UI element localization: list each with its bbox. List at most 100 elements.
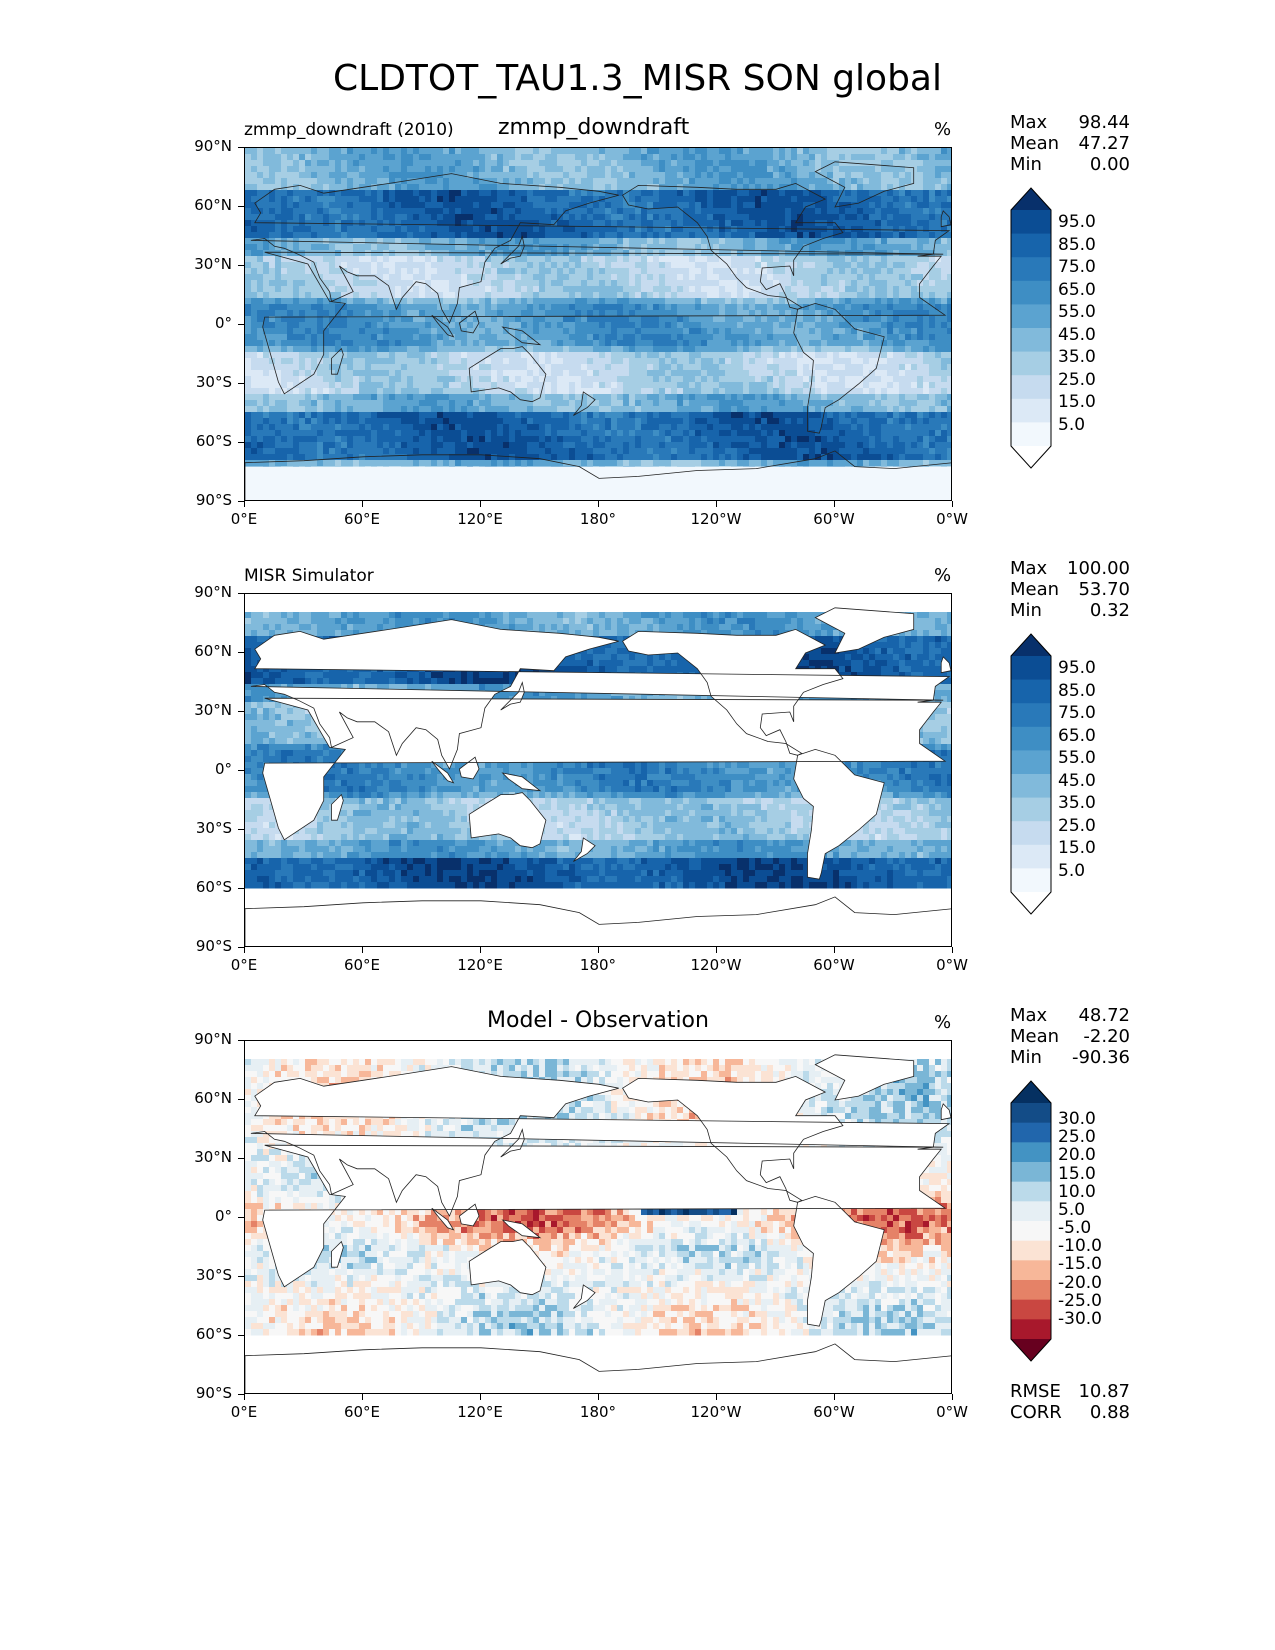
latitude-tick-label: 90°N	[194, 1030, 232, 1048]
stat-mean-key: Mean	[1010, 133, 1060, 154]
map-panel-1[interactable]	[244, 147, 952, 501]
colorbar-swatch	[1011, 1260, 1051, 1281]
tick-mark	[238, 711, 244, 712]
colorbar-swatch	[1011, 398, 1051, 423]
colorbar-swatch	[1011, 1162, 1051, 1183]
colorbar-swatch	[1011, 257, 1051, 282]
colorbar-tick-label: 10.0	[1058, 1181, 1096, 1202]
colorbar-swatch	[1011, 1201, 1051, 1222]
longitude-tick-label: 60°E	[343, 956, 381, 974]
tick-mark	[238, 947, 244, 948]
tick-mark	[362, 501, 363, 507]
tick-mark	[238, 1158, 244, 1159]
tick-mark	[238, 324, 244, 325]
colorbar-extend-bottom	[1011, 892, 1051, 914]
colorbar-swatch	[1011, 1280, 1051, 1301]
map-panel-3[interactable]	[244, 1040, 952, 1394]
colorbar-tick-label: 5.0	[1058, 414, 1086, 435]
colorbar-extend-top	[1011, 188, 1051, 210]
colorbar-tick-label: 15.0	[1058, 392, 1096, 413]
colorbar-tick-label: 30.0	[1058, 1109, 1096, 1130]
longitude-tick-label: 0°E	[230, 956, 258, 974]
longitude-tick-label: 180°	[579, 1403, 617, 1421]
longitude-tick-label: 180°	[579, 510, 617, 528]
colorbar-tick-label: 85.0	[1058, 680, 1096, 701]
colorbar-swatch	[1011, 1103, 1051, 1124]
longitude-tick-label: 60°E	[343, 510, 381, 528]
coastlines	[245, 1054, 951, 1393]
colorbar-1	[1010, 187, 1052, 469]
colorbar-extend-bottom	[1011, 1339, 1051, 1361]
map-panel-2[interactable]	[244, 593, 952, 947]
tick-mark	[238, 501, 244, 502]
tick-mark	[598, 501, 599, 507]
data-field	[245, 148, 951, 500]
colorbar-extend-top	[1011, 634, 1051, 656]
stat-corr-key: CORR	[1010, 1402, 1062, 1423]
stat-mean-key: Mean	[1010, 579, 1060, 600]
panel-left-label: zmmp_downdraft (2010)	[244, 120, 454, 140]
colorbar-tick-label: 15.0	[1058, 838, 1096, 859]
tick-mark	[362, 1394, 363, 1400]
colorbar-tick-label: 35.0	[1058, 347, 1096, 368]
tick-mark	[238, 383, 244, 384]
longitude-tick-label: 60°W	[813, 1403, 855, 1421]
tick-mark	[238, 829, 244, 830]
panel-center-label: Model - Observation	[487, 1008, 709, 1033]
tick-mark	[952, 501, 953, 507]
colorbar-swatch	[1011, 1142, 1051, 1163]
coastlines	[245, 161, 951, 500]
colorbar-swatch	[1011, 844, 1051, 869]
longitude-tick-label: 60°W	[813, 956, 855, 974]
latitude-tick-label: 30°N	[194, 1148, 232, 1166]
colorbar-tick-label: 25.0	[1058, 815, 1096, 836]
stat-max-key: Max	[1010, 558, 1048, 579]
stat-mean-key: Mean	[1010, 1026, 1060, 1047]
tick-mark	[480, 947, 481, 953]
tick-mark	[238, 1217, 244, 1218]
colorbar-swatch	[1011, 703, 1051, 728]
tick-mark	[244, 947, 245, 953]
colorbar-tick-label: 95.0	[1058, 212, 1096, 233]
stat-mean-value: -2.20	[1083, 1026, 1130, 1047]
tick-mark	[238, 442, 244, 443]
colorbar-swatch	[1011, 328, 1051, 353]
colorbar-tick-label: -25.0	[1058, 1290, 1102, 1311]
tick-mark	[716, 501, 717, 507]
stat-min-value: -90.36	[1071, 1047, 1130, 1068]
longitude-tick-label: 60°W	[813, 510, 855, 528]
colorbar-swatch	[1011, 422, 1051, 447]
colorbar-tick-label: 15.0	[1058, 1163, 1096, 1184]
colorbar-swatch	[1011, 1221, 1051, 1242]
latitude-tick-label: 60°S	[195, 878, 232, 896]
map-canvas[interactable]	[245, 594, 952, 947]
longitude-tick-label: 180°	[579, 956, 617, 974]
colorbar-swatch	[1011, 233, 1051, 258]
colorbar-tick-label: 75.0	[1058, 703, 1096, 724]
colorbar-2	[1010, 633, 1052, 915]
longitude-tick-label: 0°W	[936, 1403, 968, 1421]
colorbar-swatch	[1011, 750, 1051, 775]
tick-mark	[238, 1394, 244, 1395]
colorbar-swatch	[1011, 1240, 1051, 1261]
colorbar-swatch	[1011, 1319, 1051, 1340]
latitude-tick-label: 60°N	[194, 196, 232, 214]
colorbar-swatch	[1011, 868, 1051, 893]
tick-mark	[834, 1394, 835, 1400]
tick-mark	[238, 593, 244, 594]
tick-mark	[238, 1040, 244, 1041]
tick-mark	[238, 147, 244, 148]
stat-max-value: 48.72	[1078, 1005, 1130, 1026]
colorbar-swatch	[1011, 1181, 1051, 1202]
colorbar-swatch	[1011, 280, 1051, 305]
data-field	[245, 612, 951, 889]
map-canvas[interactable]	[245, 1041, 952, 1394]
units-label: %	[934, 1012, 952, 1033]
latitude-tick-label: 0°	[214, 1207, 232, 1225]
tick-mark	[244, 1394, 245, 1400]
longitude-tick-label: 120°W	[690, 956, 742, 974]
map-canvas[interactable]	[245, 148, 952, 501]
stat-mean-value: 47.27	[1078, 133, 1130, 154]
tick-mark	[834, 947, 835, 953]
stat-min-key: Min	[1010, 154, 1042, 175]
